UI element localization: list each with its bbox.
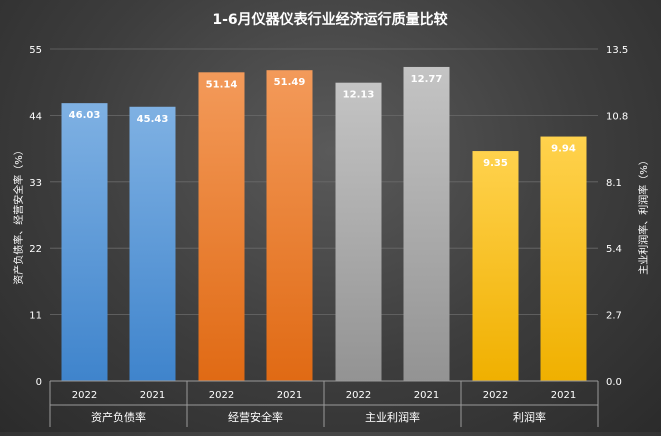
bar-value-label: 12.77 [411,74,443,85]
year-tick-label: 2022 [209,390,234,401]
bar-value-label: 51.49 [274,77,306,88]
right-tick-label: 5.4 [606,244,622,255]
bar-value-label: 9.94 [551,144,576,155]
bar [198,72,245,382]
bar-value-label: 12.13 [343,90,375,101]
right-tick-label: 10.8 [606,111,628,122]
year-tick-label: 2021 [277,390,302,401]
left-tick-label: 11 [29,311,42,322]
bar [61,103,108,381]
bar-value-label: 46.03 [69,110,101,121]
group-label: 经营安全率 [228,410,283,424]
left-axis-label: 资产负债率、经营安全率（%） [12,145,25,285]
right-tick-label: 13.5 [606,45,628,56]
bar-value-label: 9.35 [483,158,508,169]
year-tick-label: 2021 [140,390,165,401]
left-tick-label: 44 [29,111,42,122]
bar [472,151,519,381]
left-tick-label: 55 [29,45,42,56]
group-label: 利润率 [513,410,546,424]
right-tick-label: 8.1 [606,178,622,189]
left-axis: 0 11 22 33 44 55 [29,45,42,388]
left-tick-label: 0 [36,377,42,388]
right-tick-label: 2.7 [606,311,622,322]
bar [540,136,587,381]
left-tick-label: 22 [29,244,42,255]
group-label: 资产负债率 [91,410,146,424]
right-axis-label: 主业利润率、利润率（%） [637,155,650,275]
category-axis: 2022 2021 资产负债率 2022 2021 经营安全率 2022 2021 主业利润率 2… [49,380,599,427]
bar [403,66,450,382]
chart-title: 1-6月仪器仪表行业经济运行质量比较 [212,11,447,28]
year-tick-label: 2022 [346,390,371,401]
left-tick-label: 33 [29,178,42,189]
bar-value-label: 51.14 [206,79,238,90]
bar [266,70,313,382]
year-tick-label: 2022 [483,390,508,401]
right-axis: 0.0 2.7 5.4 8.1 10.8 13.5 [606,45,628,388]
year-tick-label: 2021 [414,390,439,401]
bars: 46.03 45.43 51.14 51.49 12.13 12.77 9.35 9.94 [61,66,587,382]
year-tick-label: 2021 [551,390,576,401]
bar [129,106,176,381]
year-tick-label: 2022 [72,390,97,401]
bar [335,82,382,382]
right-tick-label: 0.0 [606,377,622,388]
bar-value-label: 45.43 [137,114,169,125]
group-label: 主业利润率 [365,410,420,424]
